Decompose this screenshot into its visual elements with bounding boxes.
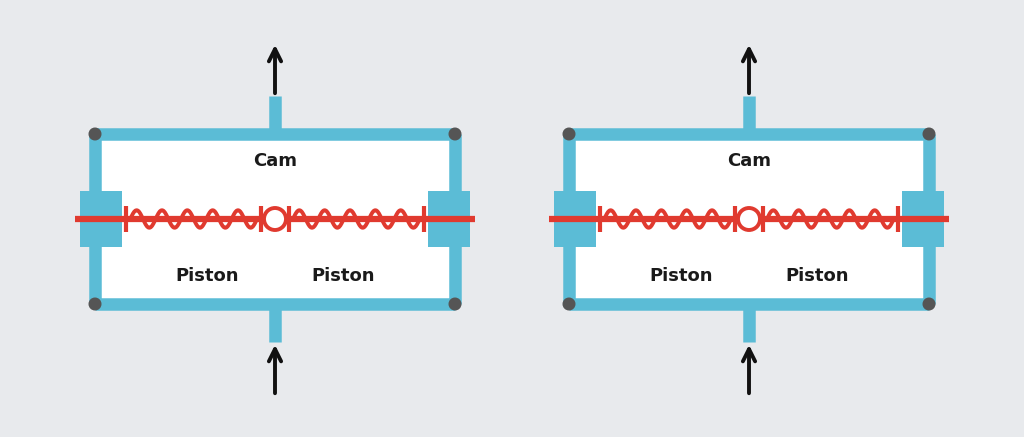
Text: Piston: Piston <box>311 267 375 285</box>
Text: Cam: Cam <box>253 152 297 170</box>
Text: Piston: Piston <box>175 267 239 285</box>
Circle shape <box>450 298 461 310</box>
FancyBboxPatch shape <box>95 134 455 304</box>
Circle shape <box>563 298 574 310</box>
Bar <box>428 191 470 247</box>
Text: Piston: Piston <box>785 267 849 285</box>
Text: Cam: Cam <box>727 152 771 170</box>
Circle shape <box>89 298 100 310</box>
Circle shape <box>924 128 935 140</box>
Circle shape <box>450 128 461 140</box>
Bar <box>902 191 944 247</box>
Circle shape <box>924 298 935 310</box>
FancyBboxPatch shape <box>569 134 929 304</box>
Bar <box>80 191 122 247</box>
Circle shape <box>738 208 760 230</box>
Text: Piston: Piston <box>649 267 713 285</box>
Circle shape <box>89 128 100 140</box>
Bar <box>554 191 596 247</box>
Circle shape <box>563 128 574 140</box>
Circle shape <box>264 208 286 230</box>
